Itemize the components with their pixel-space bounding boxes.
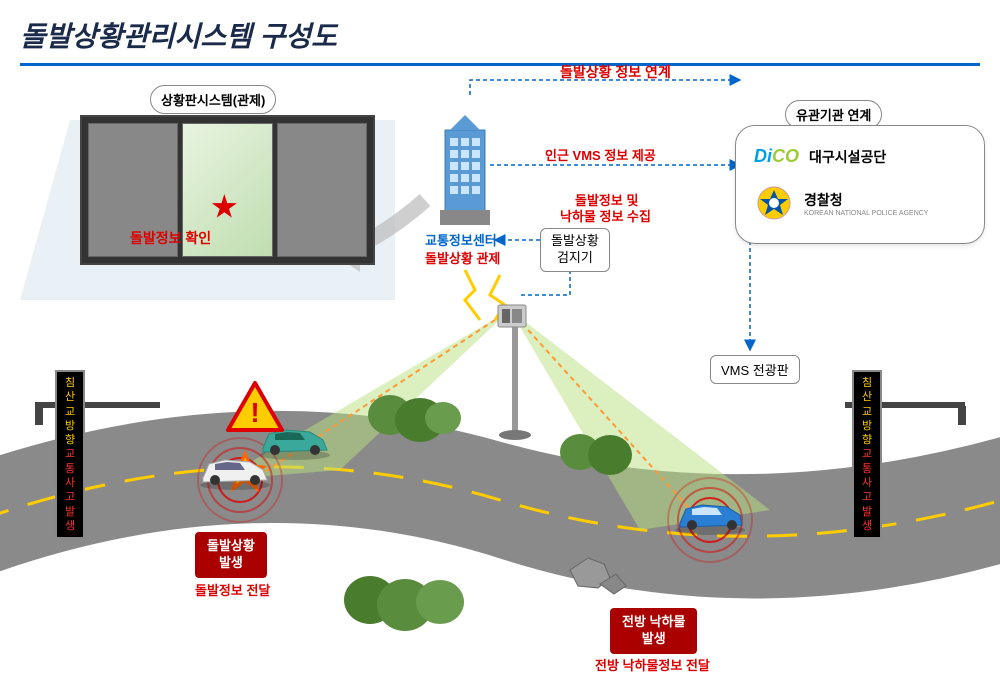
debris-sub: 전방 낙하물정보 전달 [595, 655, 710, 674]
monitor-check-label: 돌발정보 확인 [130, 228, 211, 248]
monitor-display [80, 115, 375, 265]
police-emblem-icon [754, 183, 794, 223]
diagram-canvas: 상황판시스템(관제) 돌발정보 확인 교통정보센터 돌발상황 관제 돌 [0, 0, 1000, 698]
debris-label: 전방 낙하물발생 [610, 608, 697, 654]
warning-triangle-icon: ! [225, 380, 285, 440]
center-sub: 돌발상황 관제 [425, 248, 500, 267]
vms-board-box: VMS 전광판 [710, 355, 800, 384]
svg-text:!: ! [250, 397, 259, 428]
flow-collect2: 낙하물 정보 수집 [560, 206, 651, 225]
traffic-center-building [430, 110, 500, 235]
tree-group-3 [340, 570, 470, 645]
monitor-title: 상황판시스템(관제) [150, 85, 276, 114]
detector-box: 돌발상황검지기 [540, 228, 610, 272]
accident-sub: 돌발정보 전달 [195, 580, 270, 599]
agency-police: 경찰청 KOREAN NATIONAL POLICE AGENCY [754, 175, 966, 231]
cctv-cell-2 [277, 123, 367, 257]
alert-marker [211, 194, 237, 220]
flow-top: 돌발상황 정보 연계 [560, 62, 671, 82]
flow-vms: 인근 VMS 정보 제공 [545, 145, 656, 164]
center-name: 교통정보센터 [425, 230, 497, 249]
tree-group-1 [365, 390, 465, 455]
agency-box: DiCO 대구시설공단 경찰청 KOREAN NATIONAL POLICE A… [735, 125, 985, 244]
detector-pole [490, 300, 540, 445]
agency-dico: DiCO 대구시설공단 [754, 138, 966, 175]
accident-label: 돌발상황발생 [195, 532, 267, 578]
tree-group-2 [555, 430, 645, 485]
car-blue [670, 495, 750, 540]
